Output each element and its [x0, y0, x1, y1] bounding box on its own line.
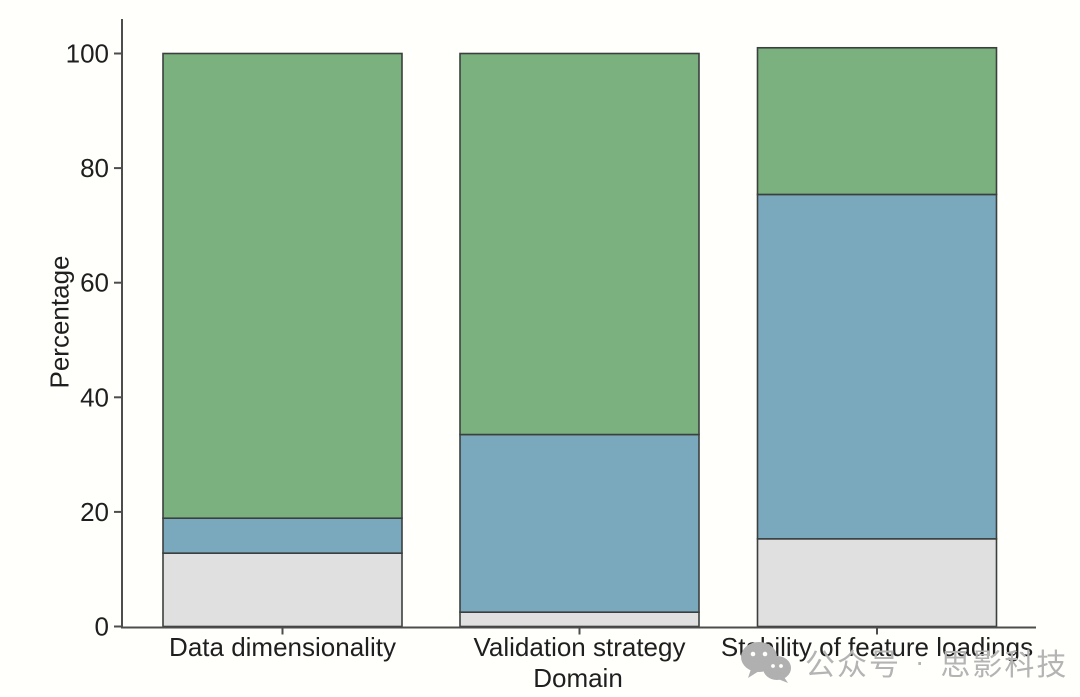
x-tick-label: Validation strategy	[474, 632, 686, 662]
watermark-separator: ·	[915, 646, 927, 677]
x-tick-label: Data dimensionality	[169, 632, 396, 662]
watermark-brand: 思影科技	[940, 649, 1069, 682]
bar-segment	[459, 52, 700, 436]
bar-segment	[756, 46, 998, 196]
bar-segment	[756, 538, 998, 628]
y-tick-label: 40	[80, 382, 109, 412]
y-tick-label: 0	[95, 612, 109, 642]
x-axis-title: Domain	[533, 663, 623, 693]
bar-segment	[162, 517, 403, 554]
y-tick-label: 20	[80, 497, 109, 527]
bar-segment	[162, 52, 403, 520]
wechat-icon	[741, 642, 791, 683]
bar-segment	[459, 433, 700, 613]
watermark-prefix: 公众号	[805, 649, 901, 682]
bar-segment	[459, 611, 700, 628]
y-tick-label: 80	[80, 153, 109, 183]
y-tick-label: 60	[80, 268, 109, 298]
bar-segment	[756, 193, 998, 540]
bar-segment	[162, 552, 403, 628]
y-axis-title: Percentage	[44, 255, 75, 389]
watermark: 公众号 · 思影科技	[740, 640, 1068, 684]
y-tick-label: 100	[66, 39, 109, 69]
